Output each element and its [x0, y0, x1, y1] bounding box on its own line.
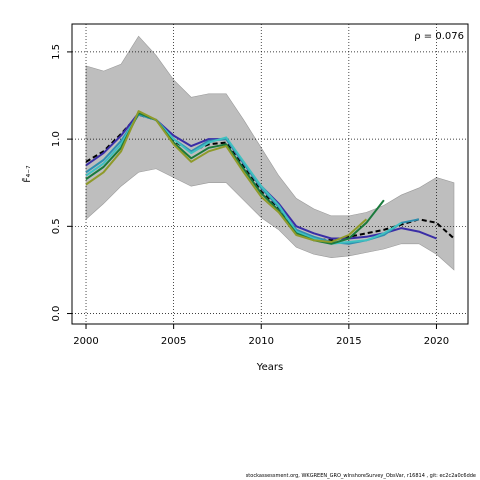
x-tick-label: 2020 — [424, 336, 449, 347]
rho-annotation: ρ = 0.076 — [414, 31, 464, 42]
y-axis-label: F̄₄₋₇ — [21, 165, 33, 183]
x-tick-label: 2015 — [336, 336, 361, 347]
confidence-band-layer — [85, 35, 455, 271]
y-tick-label: 1.5 — [51, 44, 62, 60]
plot-frame — [71, 23, 469, 325]
series-layer — [85, 110, 455, 245]
y-tick-label: 0.0 — [51, 306, 62, 322]
x-tick-label: 2010 — [249, 336, 274, 347]
x-tick-label: 2005 — [161, 336, 186, 347]
x-axis-label: Years — [256, 362, 283, 373]
footer-credit: stockassessment.org, WKGREEN_GRO_wInshor… — [245, 473, 476, 479]
axis-layer: 2000 2005 2010 2015 2020 0.0 0.5 1.0 1.5 — [51, 44, 449, 347]
x-tick-label: 2000 — [73, 336, 98, 347]
y-tick-label: 0.5 — [51, 218, 62, 234]
series-line-6 — [85, 110, 368, 243]
confidence-band — [85, 35, 455, 271]
grid-layer — [72, 24, 468, 324]
y-tick-label: 1.0 — [51, 131, 62, 147]
